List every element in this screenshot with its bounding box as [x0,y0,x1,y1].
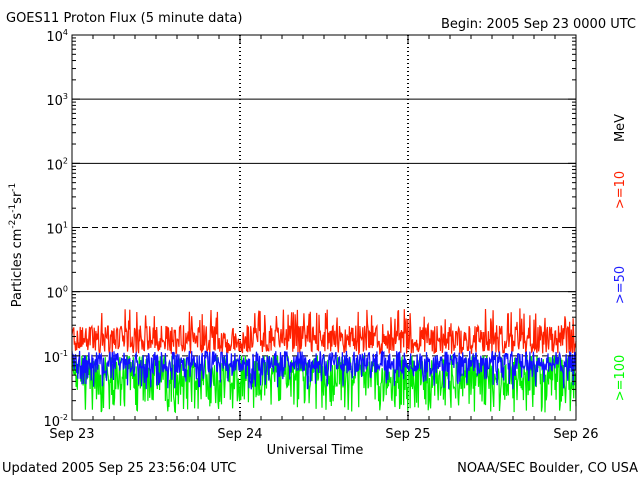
legend: MeV >=10 >=50 >=100 [613,114,628,401]
legend-entry: >=10 [613,171,628,209]
credit: NOAA/SEC Boulder, CO USA [457,461,638,476]
chart-title: GOES11 Proton Flux (5 minute data) [6,11,242,26]
legend-entry: >=100 [613,355,628,402]
y-tick-label: 10-2 [43,413,68,430]
series-line-ge50 [71,349,577,390]
series-line-ge10 [71,308,577,356]
y-tick-label: 100 [46,285,68,302]
y-tick-label: 103 [46,92,68,109]
y-tick-label: 101 [46,221,68,238]
y-tick-label: 102 [46,156,68,173]
legend-unit: MeV [613,114,628,142]
x-tick-label: Sep 25 [385,427,430,442]
x-axis-label: Universal Time [267,443,364,458]
x-tick-label: Sep 26 [553,427,598,442]
y-tick-label: 104 [46,28,68,45]
series-layer [71,308,577,414]
updated-time: Updated 2005 Sep 25 23:56:04 UTC [2,461,236,476]
x-tick-label: Sep 24 [217,427,262,442]
axis-layer: 10-2 10-1 100 101 102 103 104 Sep 23 Sep 24 Sep 2… [43,28,598,442]
begin-time: Begin: 2005 Sep 23 0000 UTC [441,17,636,32]
y-axis-label: Particles cm-2s-1sr-1 [8,183,25,308]
legend-entry: >=50 [613,266,628,304]
x-tick-label: Sep 23 [49,427,94,442]
y-tick-label: 10-1 [43,349,68,366]
